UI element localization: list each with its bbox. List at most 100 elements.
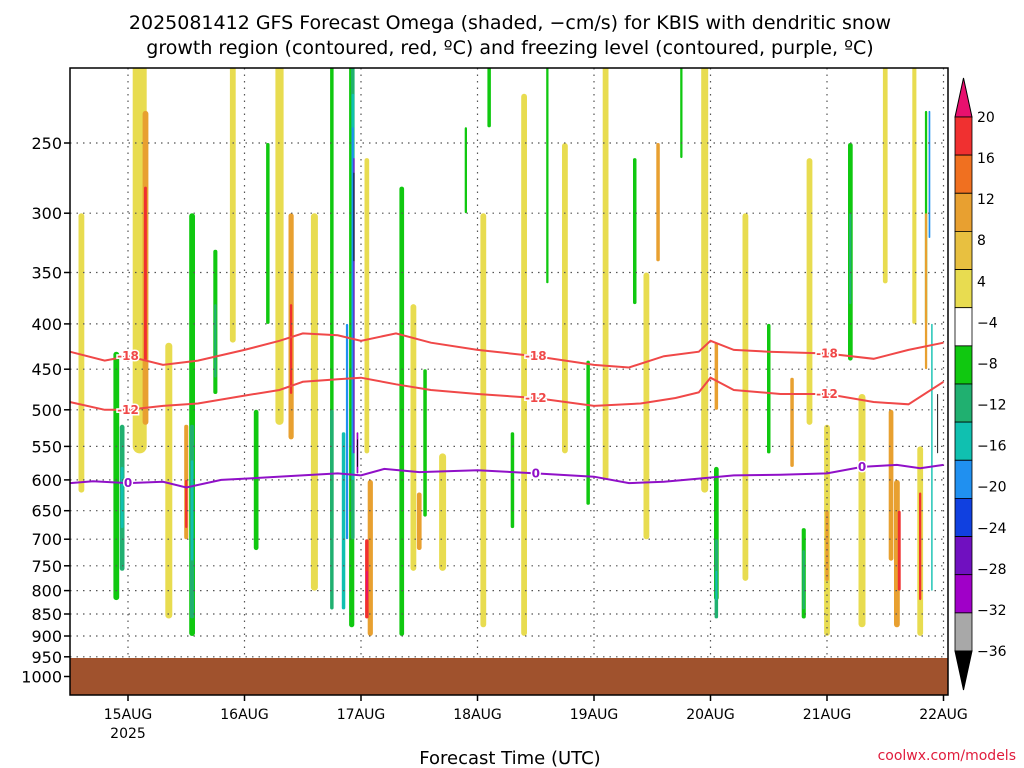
colorbar-label: −24 xyxy=(977,521,1007,537)
omega-shade-blob xyxy=(185,479,188,529)
y-tick-label: 650 xyxy=(31,502,62,521)
omega-shading xyxy=(78,68,939,636)
contour-label: -12 xyxy=(525,391,547,405)
contour-label: 0 xyxy=(532,466,540,480)
x-tick-label: 15AUG xyxy=(104,707,153,723)
omega-shade-blob xyxy=(464,127,467,214)
terrain-ground xyxy=(70,658,948,695)
colorbar-swatch xyxy=(954,345,973,385)
omega-shade-blob xyxy=(825,510,829,581)
omega-shade-blob xyxy=(78,213,85,493)
omega-shade-blob xyxy=(546,68,549,284)
y-tick-label: 1000 xyxy=(21,668,62,687)
y-tick-label: 700 xyxy=(31,530,62,549)
omega-shade-blob xyxy=(165,342,173,619)
x-axis: 15AUG 16AUG 17AUG 18AUG 19AUG 20AUG 21AUG 22AUG xyxy=(104,695,968,723)
colorbar-label: 8 xyxy=(977,233,986,249)
omega-shade-blob xyxy=(742,213,749,581)
omega-shade-blob xyxy=(351,127,354,454)
colorbar-swatch xyxy=(954,116,973,156)
contour-label: 0 xyxy=(858,460,866,474)
omega-shade-blob xyxy=(480,213,487,628)
contour-label: -12 xyxy=(816,387,838,401)
omega-shade-blob xyxy=(562,143,568,454)
colorbar-label: −32 xyxy=(977,603,1007,619)
colorbar-swatch xyxy=(954,421,973,461)
colorbar-swatch xyxy=(954,383,973,423)
omega-shade-blob xyxy=(714,342,719,410)
omega-shade-blob xyxy=(858,394,866,628)
x-tick-label: 18AUG xyxy=(453,707,502,723)
y-tick-label: 550 xyxy=(31,437,62,456)
contour-label: -18 xyxy=(525,349,547,363)
contour-line xyxy=(70,376,945,411)
omega-shade-blob xyxy=(643,272,650,540)
colorbar-swatch xyxy=(954,230,973,270)
omega-shade-blob xyxy=(253,409,259,551)
omega-shade-blob xyxy=(214,304,217,378)
omega-shade-blob xyxy=(410,304,417,571)
omega-shade-blob xyxy=(113,351,120,601)
y-axis: 250 300 350 400 450 500 550 600 650 700 750 800 850 9… xyxy=(21,134,70,687)
omega-shade-blob xyxy=(310,213,318,591)
omega-shade-blob xyxy=(919,492,922,601)
omega-shade-blob xyxy=(767,323,771,454)
x-axis-label: Forecast Time (UTC) xyxy=(419,748,600,768)
x-tick-label: 16AUG xyxy=(220,707,269,723)
x-tick-label: 17AUG xyxy=(337,707,386,723)
colorbar-swatch xyxy=(954,612,973,652)
colorbar-swatch xyxy=(954,307,973,347)
title-line-2: growth region (contoured, red, ºC) and f… xyxy=(146,37,873,59)
x-tick-label: 20AUG xyxy=(686,707,735,723)
contours: -18 -18 -18 -12 -12 -12 0 0 0 xyxy=(70,332,945,492)
contour-line xyxy=(70,463,944,489)
omega-shade-blob xyxy=(715,570,718,601)
omega-shade-blob xyxy=(521,93,527,636)
colorbar-swatch xyxy=(954,574,973,614)
plot-area: -18 -18 -18 -12 -12 -12 0 0 0 xyxy=(70,68,948,695)
omega-shade-blob xyxy=(806,158,813,425)
grid xyxy=(70,68,948,695)
colorbar-label: −20 xyxy=(977,480,1007,496)
omega-shade-blob xyxy=(439,453,447,571)
colorbar-label: 20 xyxy=(977,110,995,126)
colorbar-swatch xyxy=(954,269,973,309)
y-tick-label: 850 xyxy=(31,605,62,624)
x-tick-label: 22AUG xyxy=(919,707,968,723)
omega-shade-blob xyxy=(928,110,931,238)
colorbar-label: −28 xyxy=(977,562,1007,578)
x-tick-label: 21AUG xyxy=(803,707,852,723)
colorbar-bottom-arrow xyxy=(954,650,973,691)
omega-shade-blob xyxy=(416,492,422,550)
omega-shade-blob xyxy=(357,439,358,467)
omega-shade-blob xyxy=(680,68,683,159)
colorbar-label: 4 xyxy=(977,274,986,290)
omega-shade-blob xyxy=(423,369,427,517)
omega-shade-blob xyxy=(229,68,236,343)
credit-text: coolwx.com/models xyxy=(878,748,1016,764)
y-tick-label: 350 xyxy=(31,264,62,283)
omega-shade-blob xyxy=(366,570,368,601)
omega-shade-blob xyxy=(266,143,270,324)
colorbar-swatch xyxy=(954,459,973,499)
omega-shade-blob xyxy=(289,304,293,394)
omega-shade-blob xyxy=(275,68,284,425)
y-tick-label: 500 xyxy=(31,401,62,420)
omega-shade-blob xyxy=(399,186,405,636)
colorbar-label: 16 xyxy=(977,151,995,167)
colorbar-swatch xyxy=(954,497,973,537)
contour-label: -18 xyxy=(117,349,139,363)
contour-label: -12 xyxy=(117,403,139,417)
omega-shade-blob xyxy=(345,323,349,540)
colorbar-label: −12 xyxy=(977,398,1007,414)
y-tick-label: 250 xyxy=(31,134,62,153)
omega-shade-blob xyxy=(190,460,194,561)
omega-shade-blob xyxy=(897,510,901,591)
omega-shade-blob xyxy=(633,158,637,305)
x-tick-label: 19AUG xyxy=(570,707,619,723)
contour-line xyxy=(70,332,944,369)
omega-shade-blob xyxy=(487,68,491,128)
contour-label: -18 xyxy=(816,347,838,361)
plot-frame xyxy=(69,67,949,696)
colorbar-label: −16 xyxy=(977,439,1007,455)
